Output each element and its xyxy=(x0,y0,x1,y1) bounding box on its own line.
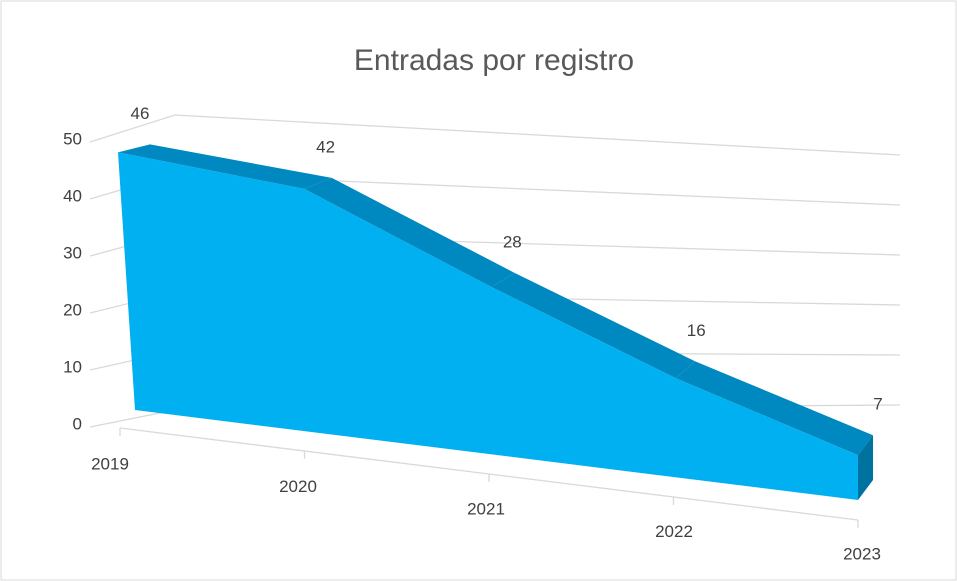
x-tick-label: 2019 xyxy=(91,454,129,473)
x-tick-label: 2020 xyxy=(279,477,317,496)
y-tick-label: 20 xyxy=(63,300,82,319)
x-tick-label: 2022 xyxy=(655,522,693,541)
data-label: 42 xyxy=(316,137,335,156)
data-label: 7 xyxy=(873,395,882,414)
area-top xyxy=(118,144,332,189)
data-label: 28 xyxy=(503,232,522,251)
y-tick-label: 50 xyxy=(63,129,82,148)
area-top xyxy=(304,177,515,287)
y-tick-label: 0 xyxy=(73,414,82,433)
area-side xyxy=(858,435,873,500)
data-label: 46 xyxy=(131,104,150,123)
y-tick-label: 10 xyxy=(63,357,82,376)
x-tick-label: 2021 xyxy=(467,499,505,518)
chart-title: Entradas por registro xyxy=(354,44,634,77)
x-tick-label: 2023 xyxy=(843,544,881,563)
y-tick-label: 30 xyxy=(63,243,82,262)
area xyxy=(118,152,858,500)
grid-line xyxy=(89,114,901,156)
y-tick-label: 40 xyxy=(63,186,82,205)
area-top xyxy=(675,361,873,456)
data-label: 16 xyxy=(687,321,706,340)
area-top xyxy=(491,273,695,379)
